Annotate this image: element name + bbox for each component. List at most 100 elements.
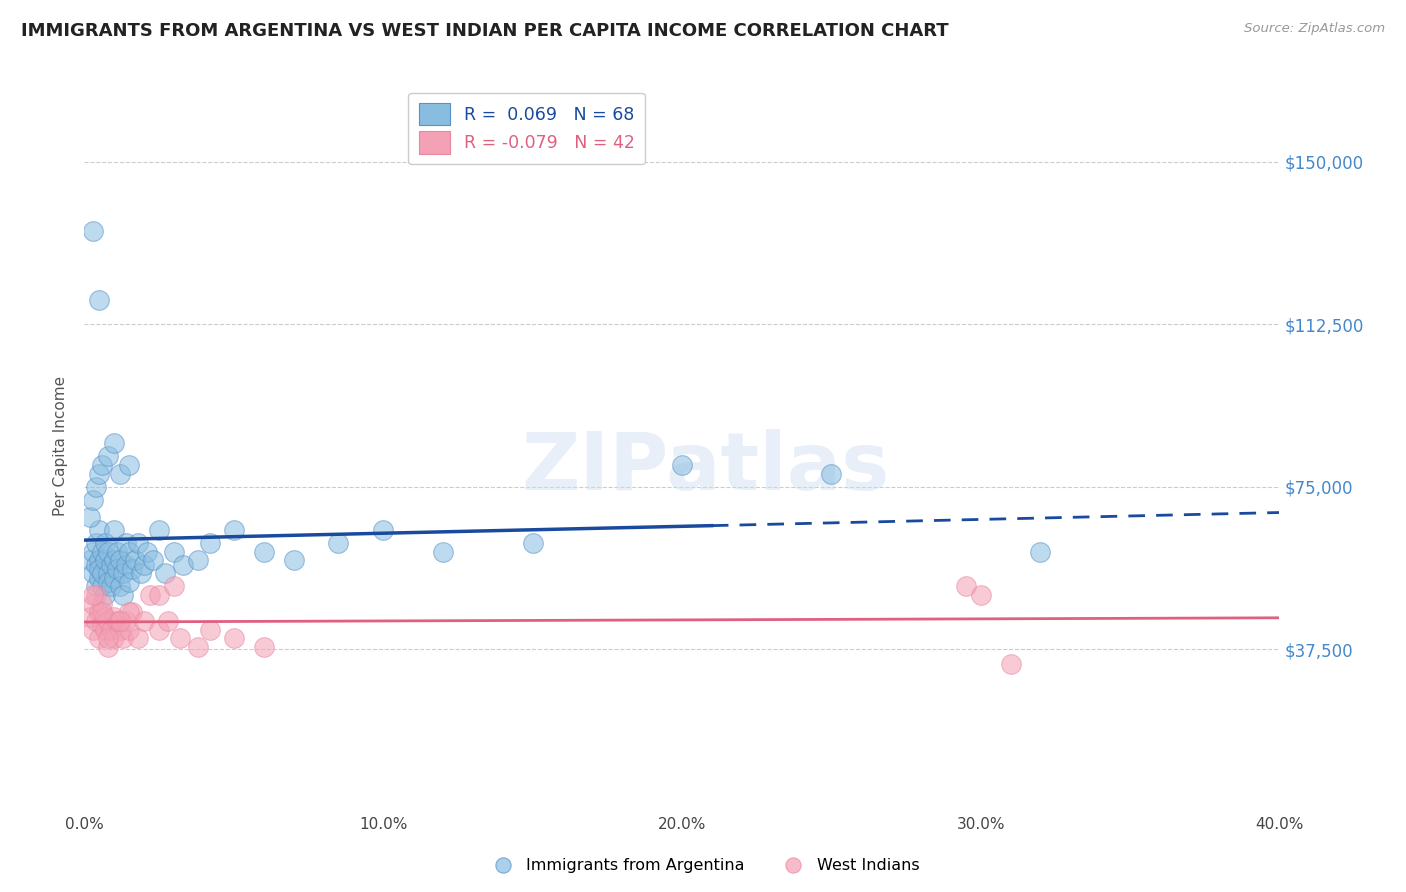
- Point: [115, 558, 138, 572]
- Point: [100, 558, 122, 572]
- Point: [127, 632, 149, 646]
- Point: [91, 458, 114, 472]
- Point: [110, 623, 132, 637]
- Point: [110, 614, 132, 628]
- Point: [132, 558, 156, 572]
- Point: [82, 544, 104, 558]
- Point: [110, 553, 132, 567]
- Point: [105, 544, 128, 558]
- Point: [82, 492, 104, 507]
- Point: [97, 544, 120, 558]
- Point: [97, 640, 120, 654]
- Point: [198, 536, 221, 550]
- Point: [89, 632, 111, 646]
- Point: [118, 605, 141, 619]
- Text: ZIPatlas: ZIPatlas: [522, 429, 890, 507]
- Point: [129, 566, 152, 581]
- Point: [118, 623, 141, 637]
- Point: [253, 640, 276, 654]
- Point: [86, 579, 108, 593]
- Point: [373, 523, 395, 537]
- Point: [97, 566, 120, 581]
- Point: [328, 536, 350, 550]
- Point: [118, 574, 141, 589]
- Point: [91, 579, 114, 593]
- Point: [148, 623, 170, 637]
- Point: [820, 467, 842, 481]
- Point: [163, 544, 186, 558]
- Point: [222, 632, 245, 646]
- Point: [112, 566, 135, 581]
- Point: [89, 562, 111, 576]
- Point: [121, 605, 143, 619]
- Point: [1029, 544, 1052, 558]
- Point: [136, 544, 159, 558]
- Text: IMMIGRANTS FROM ARGENTINA VS WEST INDIAN PER CAPITA INCOME CORRELATION CHART: IMMIGRANTS FROM ARGENTINA VS WEST INDIAN…: [21, 22, 949, 40]
- Point: [82, 623, 104, 637]
- Point: [103, 523, 125, 537]
- Point: [91, 605, 114, 619]
- Point: [112, 588, 135, 602]
- Point: [97, 450, 120, 464]
- Point: [115, 614, 138, 628]
- Point: [172, 558, 194, 572]
- Point: [124, 553, 146, 567]
- Point: [103, 553, 125, 567]
- Point: [82, 566, 104, 581]
- Point: [100, 579, 122, 593]
- Point: [94, 536, 117, 550]
- Point: [103, 632, 125, 646]
- Point: [153, 566, 176, 581]
- Point: [105, 562, 128, 576]
- Legend: Immigrants from Argentina, West Indians: Immigrants from Argentina, West Indians: [479, 852, 927, 880]
- Point: [97, 632, 120, 646]
- Point: [118, 544, 141, 558]
- Point: [187, 553, 209, 567]
- Point: [671, 458, 693, 472]
- Point: [198, 623, 221, 637]
- Text: Source: ZipAtlas.com: Source: ZipAtlas.com: [1244, 22, 1385, 36]
- Point: [132, 614, 156, 628]
- Point: [169, 632, 191, 646]
- Point: [79, 510, 101, 524]
- Point: [1000, 657, 1022, 672]
- Point: [94, 609, 117, 624]
- Point: [253, 544, 276, 558]
- Point: [89, 553, 111, 567]
- Point: [121, 562, 143, 576]
- Point: [86, 614, 108, 628]
- Point: [100, 623, 122, 637]
- Point: [127, 536, 149, 550]
- Point: [105, 614, 128, 628]
- Point: [97, 574, 120, 589]
- Point: [89, 605, 111, 619]
- Point: [970, 588, 993, 602]
- Point: [94, 588, 117, 602]
- Point: [89, 467, 111, 481]
- Y-axis label: Per Capita Income: Per Capita Income: [53, 376, 69, 516]
- Point: [157, 614, 180, 628]
- Point: [103, 436, 125, 450]
- Point: [142, 553, 165, 567]
- Point: [86, 588, 108, 602]
- Point: [86, 480, 108, 494]
- Point: [112, 632, 135, 646]
- Point: [79, 609, 101, 624]
- Point: [79, 553, 101, 567]
- Point: [522, 536, 544, 550]
- Point: [103, 609, 125, 624]
- Point: [139, 588, 162, 602]
- Point: [86, 558, 108, 572]
- Point: [187, 640, 209, 654]
- Legend: R =  0.069   N = 68, R = -0.079   N = 42: R = 0.069 N = 68, R = -0.079 N = 42: [408, 93, 645, 164]
- Point: [955, 579, 977, 593]
- Point: [110, 579, 132, 593]
- Point: [115, 536, 138, 550]
- Point: [103, 571, 125, 585]
- Point: [110, 467, 132, 481]
- Point: [163, 579, 186, 593]
- Point: [94, 623, 117, 637]
- Point: [89, 293, 111, 308]
- Point: [148, 588, 170, 602]
- Point: [148, 523, 170, 537]
